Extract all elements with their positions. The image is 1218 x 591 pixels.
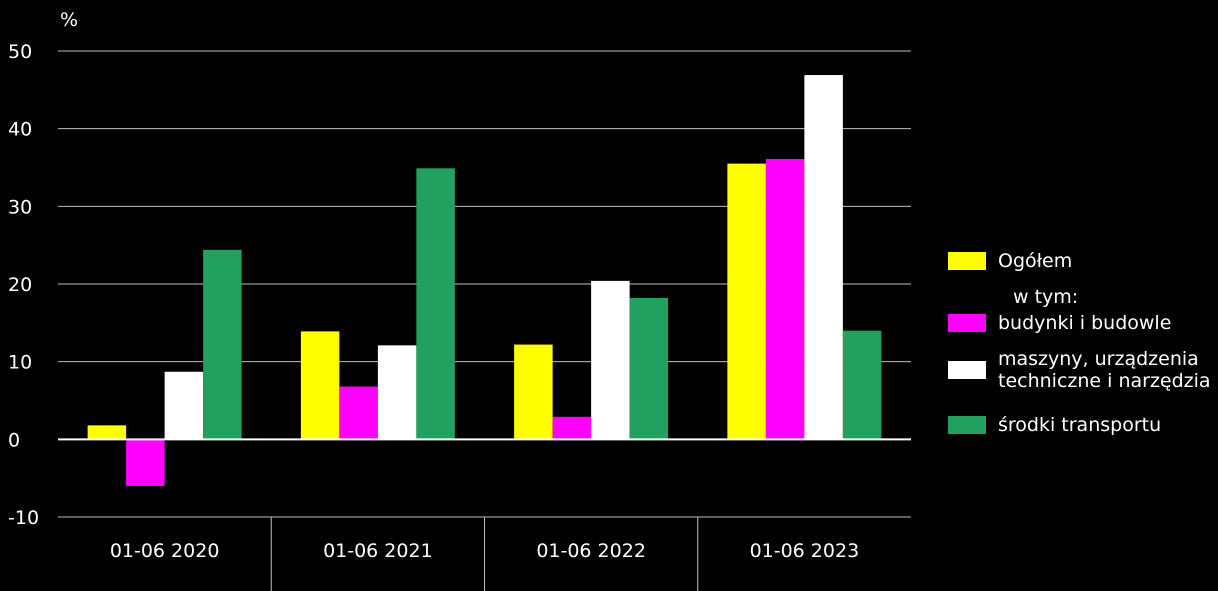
legend-swatch-maszyny xyxy=(948,361,986,379)
legend-swatch-ogolem xyxy=(948,252,986,270)
legend-label-line: techniczne i narzędzia xyxy=(998,370,1211,392)
x-tick-label: 01-06 2023 xyxy=(750,540,860,562)
x-tick-label: 01-06 2021 xyxy=(323,540,433,562)
x-tick-label: 01-06 2022 xyxy=(536,540,646,562)
legend-label: Ogółem xyxy=(998,250,1073,272)
y-tick-label: 10 xyxy=(8,352,32,374)
y-tick-label: 50 xyxy=(8,41,32,63)
legend-swatch-srodki xyxy=(948,416,986,434)
bar xyxy=(804,75,843,440)
bar xyxy=(126,439,165,486)
bar xyxy=(416,168,455,440)
bar xyxy=(591,280,630,440)
legend-item-srodki: środki transportu xyxy=(948,414,1161,436)
legend-label-multiline: maszyny, urządzenia techniczne i narzędz… xyxy=(998,348,1211,392)
y-tick-label: 40 xyxy=(8,119,32,141)
bar xyxy=(629,297,669,440)
bar xyxy=(727,163,766,440)
bar xyxy=(164,371,204,440)
bar xyxy=(842,330,882,440)
x-tick-label: 01-06 2020 xyxy=(110,540,220,562)
y-tick-label: 20 xyxy=(8,274,32,296)
legend-label-line: maszyny, urządzenia xyxy=(998,348,1199,370)
y-tick-label: 0 xyxy=(8,429,20,451)
legend-swatch-budynki xyxy=(948,314,986,332)
legend-item-ogolem: Ogółem xyxy=(948,250,1072,272)
bar xyxy=(377,345,417,440)
bars xyxy=(87,75,882,486)
bar xyxy=(203,249,242,440)
legend-label: budynki i budowle xyxy=(998,312,1172,334)
legend-item-maszyny: maszyny, urządzenia techniczne i narzędz… xyxy=(948,348,1211,392)
y-tick-label: -10 xyxy=(8,507,39,529)
bar xyxy=(300,331,340,440)
bar xyxy=(87,425,127,440)
bar xyxy=(514,344,553,440)
legend-label: środki transportu xyxy=(998,414,1162,436)
bar xyxy=(339,386,378,440)
bar xyxy=(765,158,805,440)
bar xyxy=(552,416,592,440)
axes: 50 40 30 20 10 0 -10 01-06 2020 01-06 2021 01-06 … xyxy=(8,41,911,591)
legend-subheading: w tym: xyxy=(1013,286,1079,308)
y-axis-unit-label: % xyxy=(60,9,78,31)
y-tick-label: 30 xyxy=(8,196,32,218)
legend-item-budynki: budynki i budowle xyxy=(948,312,1171,334)
